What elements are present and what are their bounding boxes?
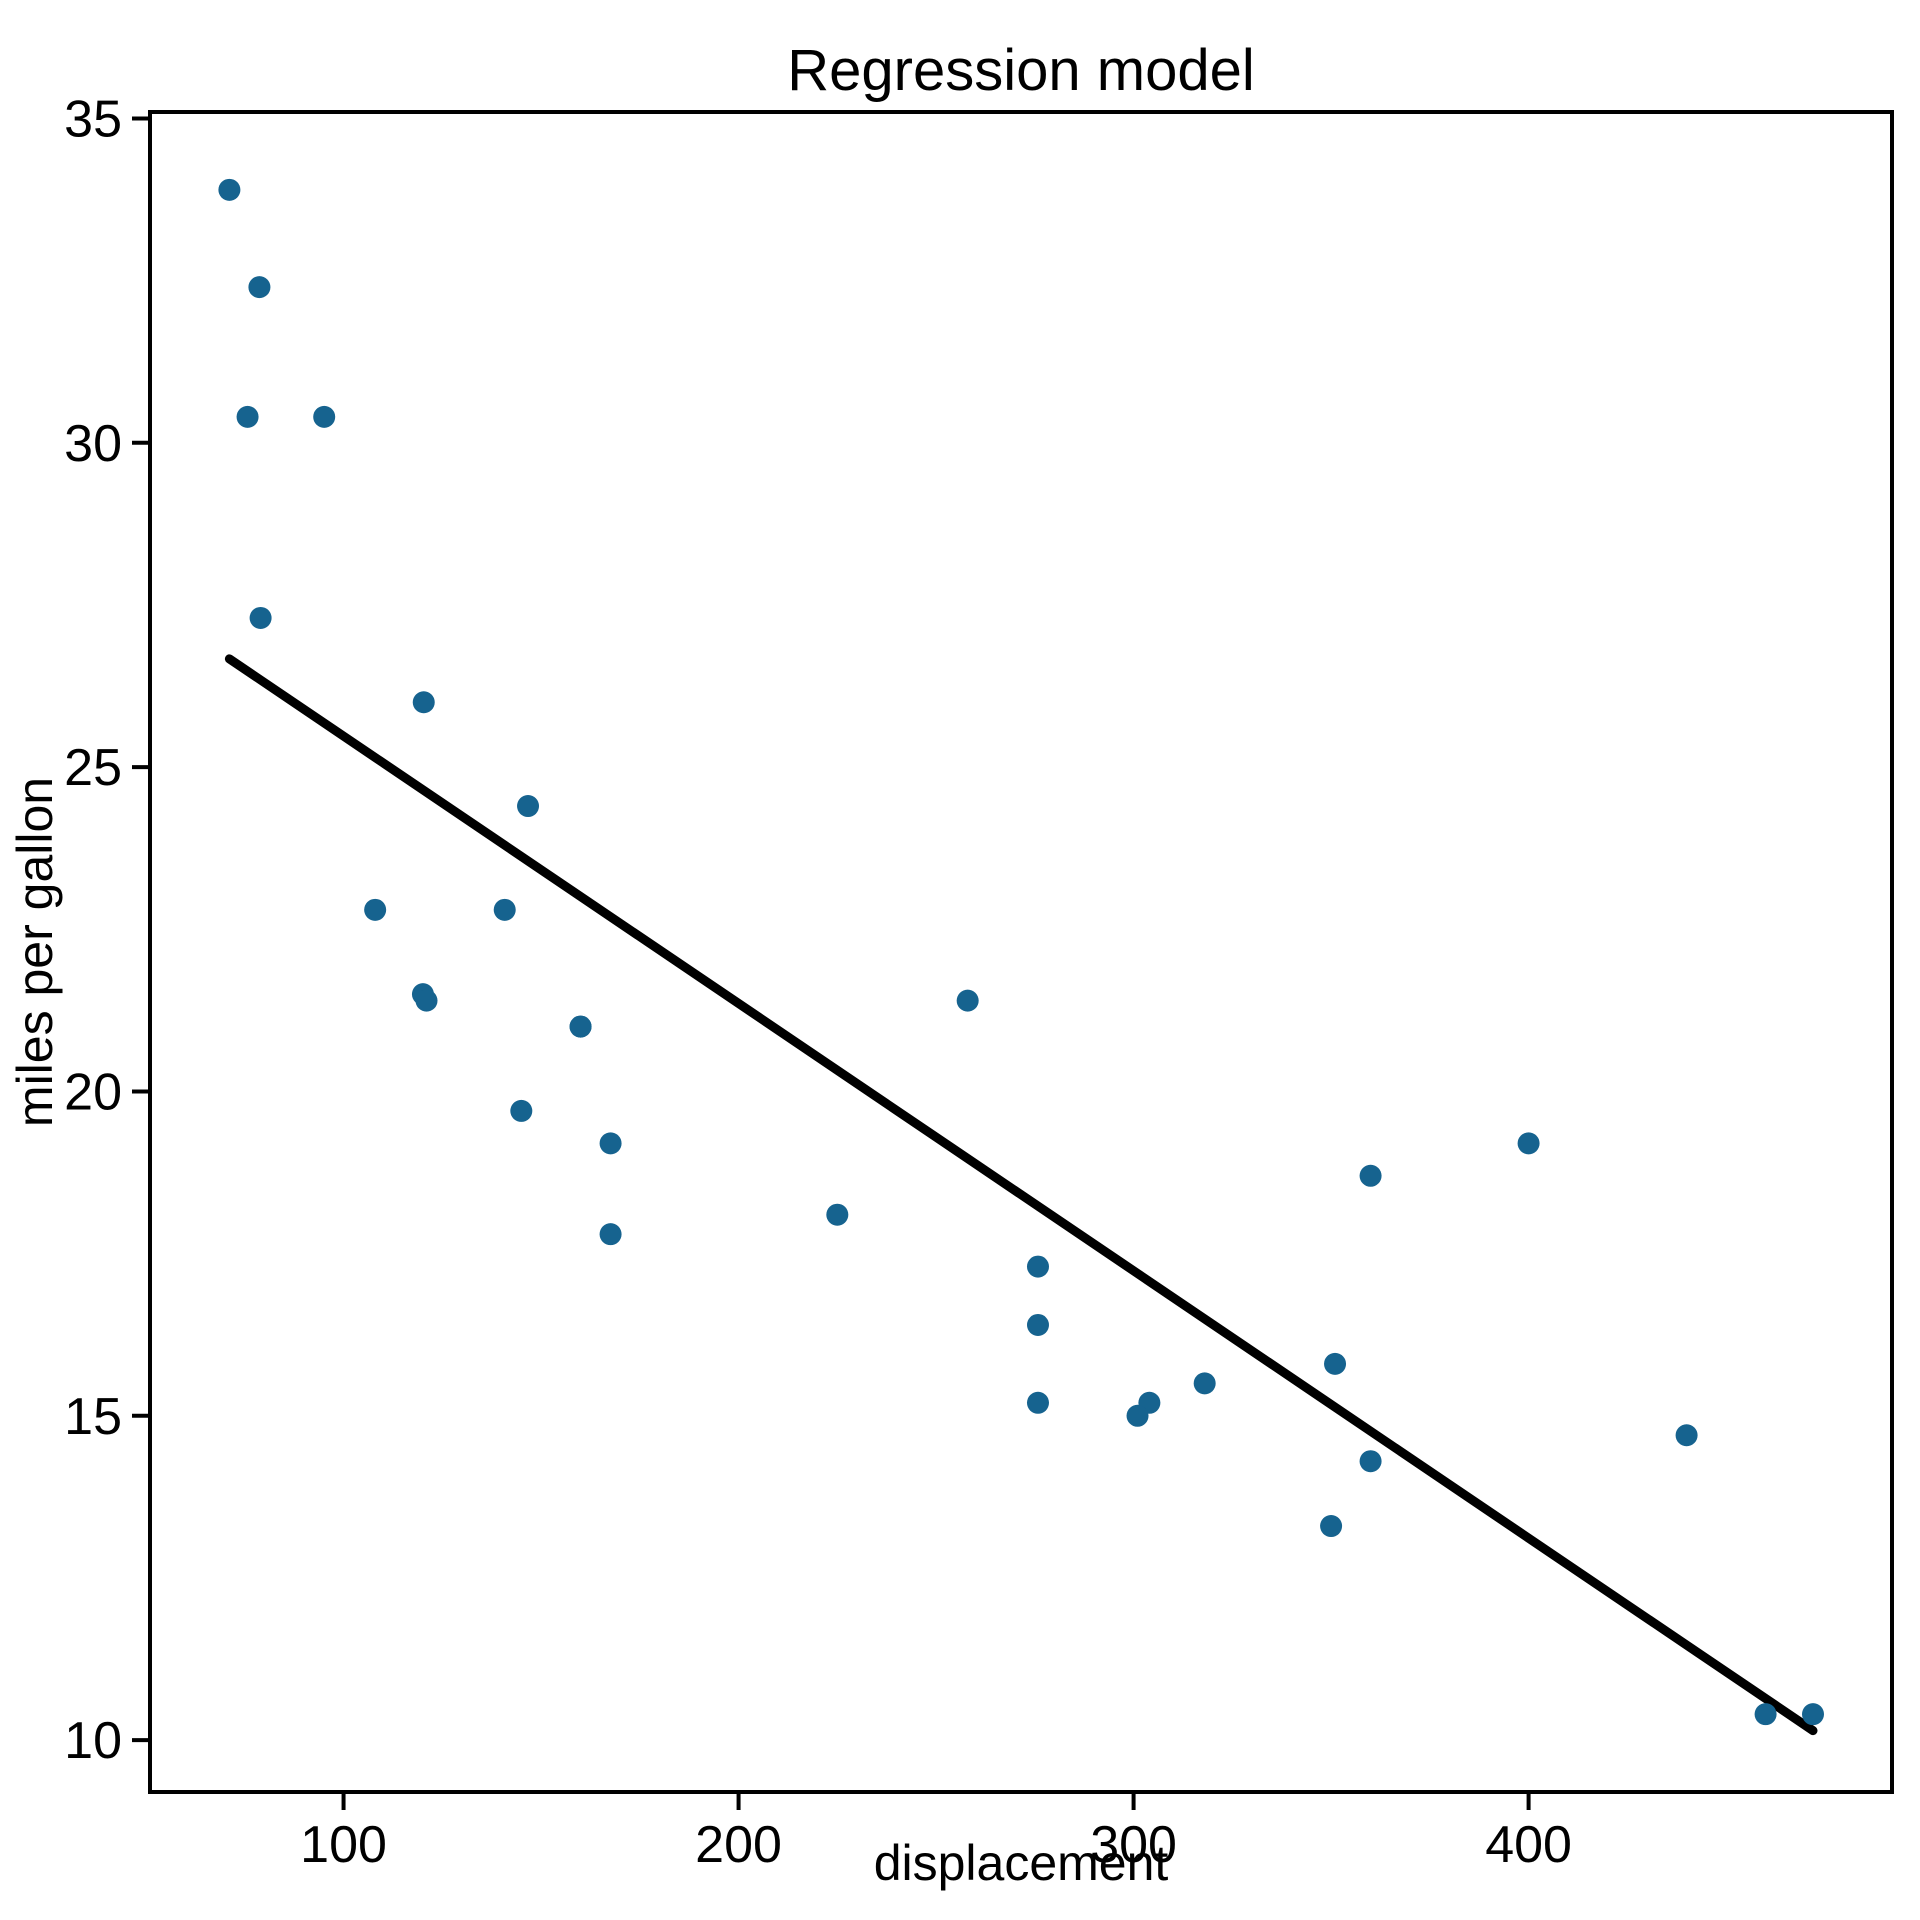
y-tick-label: 15 bbox=[64, 1388, 122, 1446]
y-tick-label: 25 bbox=[64, 739, 122, 797]
data-point bbox=[1126, 1404, 1149, 1427]
data-point bbox=[313, 405, 336, 428]
data-point bbox=[956, 989, 979, 1012]
data-point bbox=[569, 1015, 592, 1038]
data-point bbox=[493, 898, 516, 921]
data-point bbox=[599, 1223, 622, 1246]
data-point bbox=[1801, 1703, 1824, 1726]
data-point bbox=[1675, 1424, 1698, 1447]
data-point bbox=[364, 898, 387, 921]
data-point bbox=[236, 405, 259, 428]
x-tick-label: 200 bbox=[695, 1816, 782, 1874]
y-tick-label: 20 bbox=[64, 1063, 122, 1121]
data-point bbox=[510, 1099, 533, 1122]
scatter-points bbox=[218, 178, 1824, 1726]
data-point bbox=[517, 795, 540, 818]
plot-border bbox=[148, 110, 1894, 1794]
data-point bbox=[599, 1132, 622, 1155]
x-tick-label: 300 bbox=[1090, 1816, 1177, 1874]
axis-ticks: 100 200 300 400 10 15 20 25 30 35 bbox=[64, 90, 1572, 1874]
y-tick-label: 30 bbox=[64, 415, 122, 473]
data-point bbox=[1026, 1313, 1049, 1336]
y-axis-label: miles per gallon bbox=[7, 777, 63, 1127]
data-point bbox=[412, 691, 435, 714]
y-tick-label: 35 bbox=[64, 90, 122, 148]
x-tick-label: 100 bbox=[300, 1816, 387, 1874]
data-point bbox=[1320, 1515, 1343, 1538]
data-point bbox=[1754, 1703, 1777, 1726]
x-tick-label: 400 bbox=[1485, 1816, 1572, 1874]
data-point bbox=[1324, 1352, 1347, 1375]
data-point bbox=[218, 178, 241, 201]
regression-line-group bbox=[224, 654, 1818, 1736]
data-point bbox=[415, 989, 438, 1012]
data-point bbox=[1026, 1391, 1049, 1414]
data-point bbox=[1359, 1164, 1382, 1187]
data-point bbox=[1517, 1132, 1540, 1155]
x-axis-label: displacement bbox=[874, 1835, 1169, 1891]
data-point bbox=[248, 276, 271, 299]
chart-title: Regression model bbox=[787, 38, 1254, 103]
y-tick-label: 10 bbox=[64, 1712, 122, 1770]
data-point bbox=[249, 606, 272, 629]
data-point bbox=[1193, 1372, 1216, 1395]
data-point bbox=[826, 1203, 849, 1226]
regression-line bbox=[224, 654, 1818, 1736]
data-point bbox=[1026, 1255, 1049, 1278]
data-point bbox=[1359, 1450, 1382, 1473]
